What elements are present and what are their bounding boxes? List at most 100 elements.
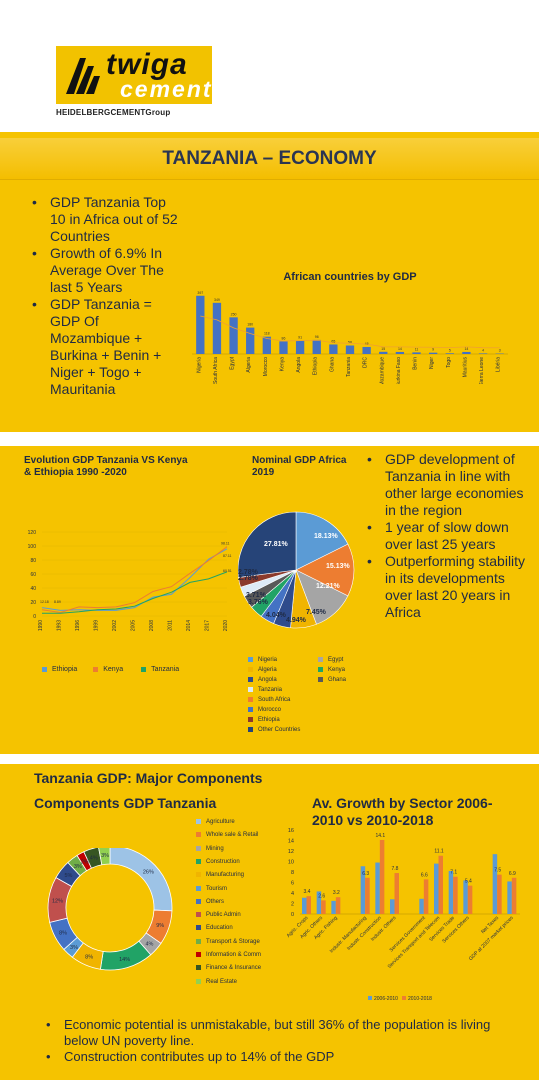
legend-swatch xyxy=(402,996,406,1000)
trend-line xyxy=(200,315,500,349)
page-title: TANZANIA – ECONOMY xyxy=(162,148,377,169)
tick-label: Angola xyxy=(296,357,302,373)
bar xyxy=(453,876,458,914)
slice-label: 4.04% xyxy=(266,612,287,619)
data-label: 4 xyxy=(482,348,484,352)
bar xyxy=(329,344,338,354)
data-label: 6.3 xyxy=(362,871,369,877)
bullet-item: 1 year of slow down over last 25 years xyxy=(365,519,530,553)
legend-item: Tanzania xyxy=(248,687,282,693)
x-tick-label: 1993 xyxy=(57,620,63,631)
segment-label: 8% xyxy=(85,955,93,961)
chart-title: Nominal GDP Africa 2019 xyxy=(252,455,347,478)
chart-title: Av. Growth by Sector 2006-2010 vs 2010-2… xyxy=(312,795,493,828)
legend-item: Tanzania xyxy=(141,666,179,673)
bar xyxy=(331,900,336,914)
legend-item: Whole sale & Retail xyxy=(196,832,258,838)
bar xyxy=(511,877,517,914)
middle-bullets: GDP development of Tanzania in line with… xyxy=(365,451,530,621)
tick-label: Tanzania xyxy=(346,357,352,377)
legend-item: Agriculture xyxy=(196,819,235,825)
y-tick-label: 6 xyxy=(291,881,294,887)
tick-label: Morocco xyxy=(263,357,269,376)
chart-title: Components GDP Tanzania xyxy=(34,795,217,811)
bar xyxy=(395,351,405,354)
slice-label: 7.45% xyxy=(306,609,327,616)
segment-label: 3% xyxy=(101,853,109,859)
bar xyxy=(196,295,205,354)
legend-item: Mining xyxy=(196,845,224,852)
legend-item: Public Admin xyxy=(196,912,241,918)
segment-label: 12% xyxy=(52,899,63,905)
brand-name-top: twiga xyxy=(106,48,188,81)
tick-label: Sierra Leone xyxy=(479,357,485,384)
x-tick-label: 2002 xyxy=(112,620,118,631)
bar xyxy=(463,880,468,914)
series-line xyxy=(41,548,228,611)
chart-title: African countries by GDP xyxy=(283,271,417,283)
segment-label: 14% xyxy=(119,957,130,963)
slice-label: 15.13% xyxy=(326,563,351,570)
pie-slice xyxy=(295,543,355,597)
legend-label: 2006-2010 xyxy=(374,996,398,1002)
bullet-item: Economic potential is unmistakable, but … xyxy=(44,1017,514,1049)
bar xyxy=(478,353,488,354)
legend-item: Other Countries xyxy=(248,727,300,733)
bar xyxy=(295,340,305,354)
line-legend: Ethiopia Kenya Tanzania xyxy=(42,666,179,673)
bar xyxy=(212,302,222,354)
tick-label: Togo xyxy=(446,357,452,368)
data-label: 11 xyxy=(415,347,419,351)
slice-label: 4.94% xyxy=(286,617,307,624)
pie-slice xyxy=(238,511,297,578)
y-tick-label: 60 xyxy=(30,572,36,578)
legend-item: Angola xyxy=(248,677,277,683)
tick-label: South Africa xyxy=(213,357,219,384)
slice-label: 3.71% xyxy=(246,592,267,599)
data-label: 7.1 xyxy=(450,870,457,876)
bar xyxy=(462,351,471,354)
y-tick-label: 14 xyxy=(288,839,294,845)
tick-label: Ghana xyxy=(329,357,335,372)
legend-item: Manufacturing xyxy=(196,872,244,878)
section-title: Tanzania GDP: Major Components xyxy=(34,770,263,786)
segment-label: 8% xyxy=(59,931,67,937)
data-label: 5.4 xyxy=(465,879,472,885)
segment-label: 3% xyxy=(74,864,82,870)
y-tick-label: 8 xyxy=(291,870,294,876)
legend-item: Kenya xyxy=(93,666,123,673)
tick-label: Mauritius xyxy=(462,357,468,378)
x-tick-label: 2017 xyxy=(205,620,211,631)
bullet-item: Construction contributes up to 14% of th… xyxy=(44,1049,514,1065)
top-bullets: GDP Tanzania Top 10 in Africa out of 52 … xyxy=(30,194,180,398)
bar xyxy=(497,874,502,914)
data-label: 3 xyxy=(499,349,501,353)
data-label: 15 xyxy=(381,347,385,351)
tick-label: Algeria xyxy=(246,357,252,373)
bullet-item: Growth of 6.9% In Average Over The last … xyxy=(30,245,180,296)
data-label: 250 xyxy=(231,312,237,316)
gdp-evolution-line-chart: 0 20 40 60 80 100 120 1990 1993 1996 1999 2002 2005 2… xyxy=(28,530,232,631)
data-label: 9 xyxy=(432,348,434,352)
bar xyxy=(423,879,429,914)
legend-item: Finance & Insurance xyxy=(196,965,261,971)
data-label: 7.8 xyxy=(392,866,399,872)
data-label: 60.51 xyxy=(223,569,232,573)
bar xyxy=(365,877,370,914)
data-label: 349 xyxy=(214,298,220,302)
brand-group: HEIDELBERGCEMENTGroup xyxy=(56,108,171,117)
bar xyxy=(379,839,385,914)
data-label: 5 xyxy=(449,348,451,352)
data-label: 2.6 xyxy=(318,893,325,899)
x-tick-label: 2011 xyxy=(168,620,174,631)
bar xyxy=(394,873,399,914)
data-label: 180 xyxy=(247,323,253,327)
x-tick-label: 1990 xyxy=(38,620,44,631)
slice-label: 18.13% xyxy=(314,533,339,540)
tick-label: Egypt xyxy=(230,356,236,369)
y-tick-label: 80 xyxy=(30,558,36,564)
data-label: 87.11 xyxy=(223,554,232,558)
brand-name-bottom: cement xyxy=(120,76,213,102)
bar xyxy=(467,885,473,914)
